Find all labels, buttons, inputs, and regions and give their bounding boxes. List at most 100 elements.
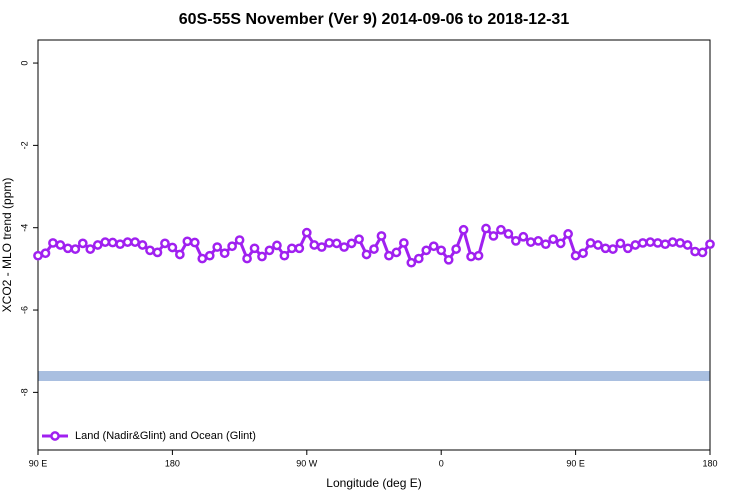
point — [637, 238, 648, 248]
point — [652, 238, 663, 248]
point — [361, 249, 372, 260]
point — [458, 224, 469, 235]
x-tick-label: 90 E — [29, 458, 48, 468]
point — [257, 251, 267, 262]
point — [540, 239, 551, 250]
chart-title: 60S-55S November (Ver 9) 2014-09-06 to 2… — [179, 11, 570, 28]
point — [160, 238, 170, 249]
point — [55, 240, 66, 250]
point — [682, 240, 693, 250]
point — [137, 240, 148, 250]
point — [33, 250, 43, 261]
point — [272, 240, 282, 251]
point — [100, 237, 111, 247]
point — [705, 239, 715, 250]
point — [301, 227, 312, 238]
point — [615, 238, 626, 249]
point — [346, 238, 357, 249]
point — [234, 235, 245, 245]
point — [428, 241, 439, 252]
point — [391, 247, 402, 258]
x-tick-label: 90 E — [566, 458, 585, 468]
y-tick-label: -6 — [19, 306, 29, 314]
point — [376, 231, 387, 241]
point — [630, 240, 641, 250]
point — [189, 237, 200, 248]
point — [324, 238, 335, 248]
point — [145, 245, 155, 256]
point — [675, 238, 685, 248]
point — [175, 249, 185, 260]
point — [279, 250, 290, 261]
point — [488, 231, 499, 241]
point — [369, 244, 379, 254]
point — [503, 229, 514, 239]
point — [451, 244, 461, 254]
point — [600, 243, 611, 254]
point — [511, 236, 521, 246]
x-tick-label: 0 — [439, 458, 444, 468]
point — [623, 243, 633, 254]
point — [115, 239, 125, 250]
point — [697, 247, 708, 258]
point — [496, 224, 506, 235]
point — [182, 236, 193, 247]
y-tick-label: -4 — [19, 224, 29, 232]
point — [204, 250, 215, 261]
point — [578, 248, 588, 259]
point — [227, 241, 237, 252]
point — [660, 239, 671, 250]
point — [331, 238, 342, 249]
x-tick-label: 90 W — [296, 458, 318, 468]
point — [48, 238, 58, 248]
y-tick-label: -8 — [19, 388, 29, 396]
point — [309, 240, 320, 250]
coverage-band — [38, 371, 710, 381]
point — [406, 257, 417, 268]
point — [167, 242, 178, 253]
y-axis-label: XCO2 - MLO trend (ppm) — [0, 178, 14, 313]
point — [294, 243, 305, 254]
point — [436, 245, 447, 256]
point — [525, 237, 536, 247]
point — [92, 240, 103, 250]
point — [690, 246, 700, 257]
point — [593, 240, 603, 250]
point — [152, 247, 163, 258]
point — [70, 244, 81, 254]
point — [122, 237, 133, 247]
point — [219, 248, 230, 259]
point — [473, 250, 484, 261]
point — [107, 237, 118, 248]
point — [287, 243, 297, 254]
point — [339, 242, 349, 252]
point — [421, 245, 432, 256]
legend-label: Land (Nadir&Glint) and Ocean (Glint) — [75, 430, 256, 442]
point — [555, 238, 566, 249]
point — [197, 253, 208, 264]
point — [466, 251, 476, 262]
point — [533, 236, 544, 246]
point — [548, 234, 559, 245]
y-tick-label: 0 — [19, 61, 29, 66]
point — [585, 238, 596, 248]
point — [667, 237, 678, 247]
point — [563, 229, 573, 239]
legend-marker — [50, 431, 60, 441]
point — [249, 243, 260, 254]
point — [63, 243, 73, 254]
point — [354, 234, 364, 245]
point — [518, 231, 529, 242]
point — [316, 242, 327, 252]
point — [384, 250, 394, 261]
x-tick-label: 180 — [165, 458, 180, 468]
point — [212, 242, 223, 252]
y-tick-label: -2 — [19, 141, 29, 149]
point — [242, 253, 252, 264]
point — [413, 253, 424, 264]
point — [481, 223, 491, 234]
point — [264, 245, 275, 256]
point — [443, 254, 454, 265]
point — [130, 237, 140, 247]
